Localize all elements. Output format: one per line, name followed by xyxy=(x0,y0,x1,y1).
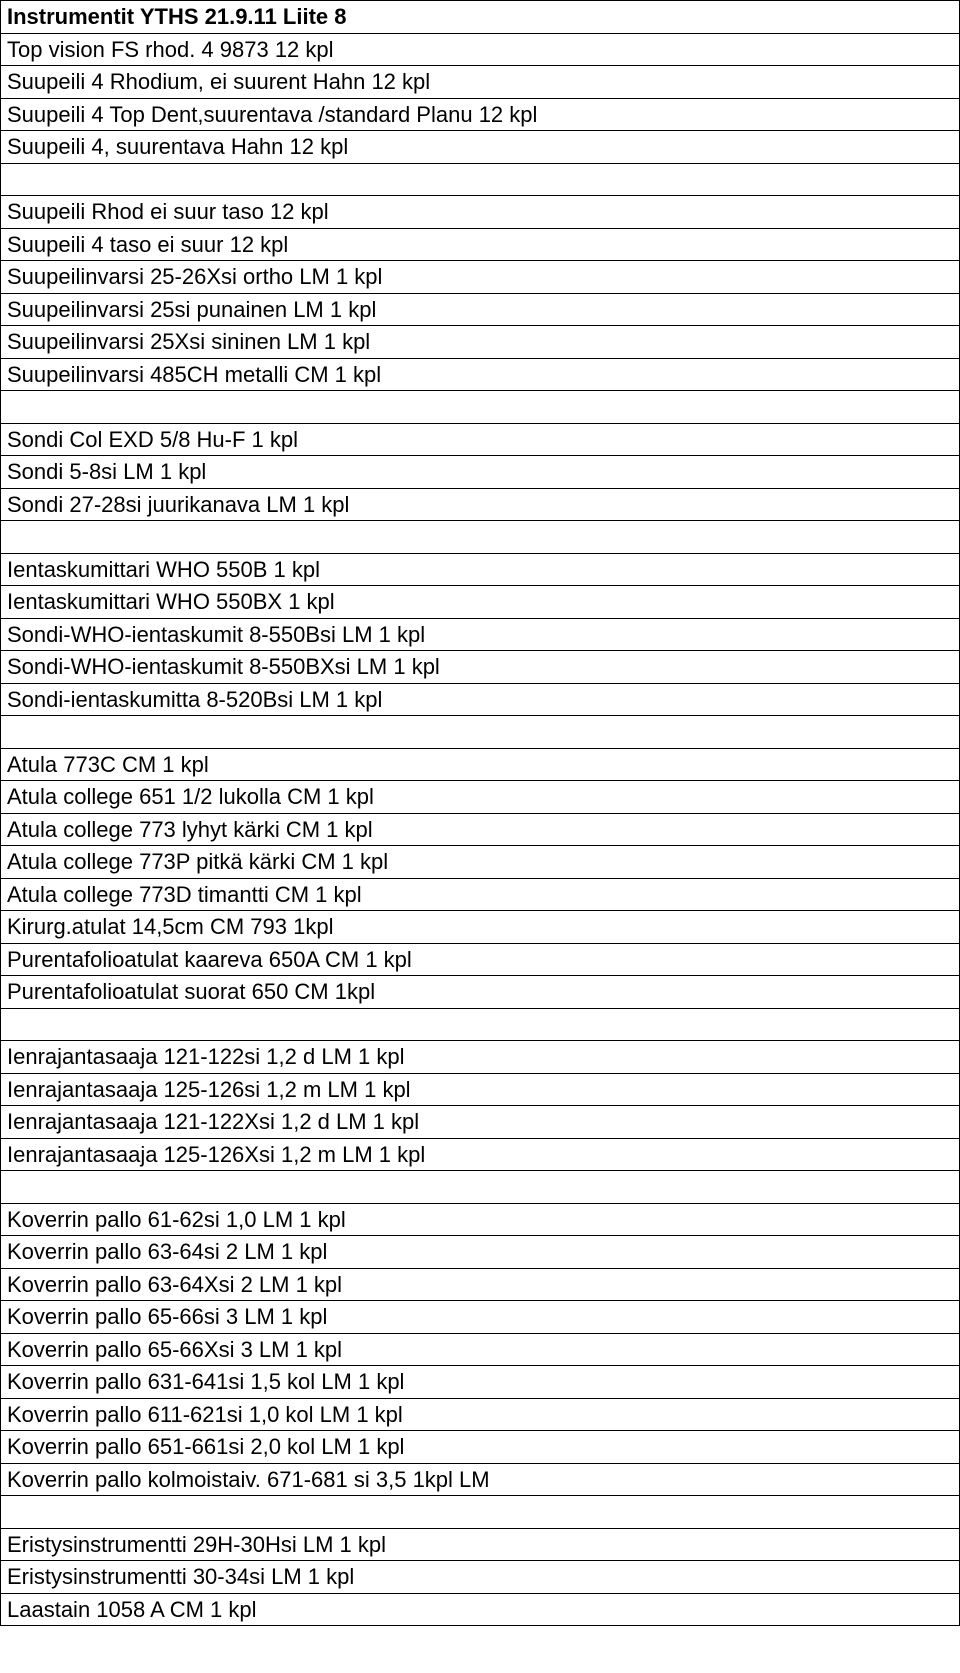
table-row: Ientaskumittari WHO 550B 1 kpl xyxy=(1,553,960,586)
table-row: Sondi-WHO-ientaskumit 8-550BXsi LM 1 kpl xyxy=(1,651,960,684)
table-row: Top vision FS rhod. 4 9873 12 kpl xyxy=(1,33,960,66)
table-row: Atula college 773P pitkä kärki CM 1 kpl xyxy=(1,846,960,879)
table-row: Eristysinstrumentti 29H-30Hsi LM 1 kpl xyxy=(1,1528,960,1561)
table-row: Koverrin pallo 651-661si 2,0 kol LM 1 kp… xyxy=(1,1431,960,1464)
table-row: Suupeili 4 Rhodium, ei suurent Hahn 12 k… xyxy=(1,66,960,99)
table-row: Suupeili 4, suurentava Hahn 12 kpl xyxy=(1,131,960,164)
doc-title: Instrumentit YTHS 21.9.11 Liite 8 xyxy=(1,1,960,34)
section-spacer xyxy=(1,521,960,554)
instrument-table: Instrumentit YTHS 21.9.11 Liite 8Top vis… xyxy=(0,0,960,1626)
table-row: Suupeilinvarsi 485CH metalli CM 1 kpl xyxy=(1,358,960,391)
table-row: Suupeilinvarsi 25si punainen LM 1 kpl xyxy=(1,293,960,326)
table-row: Suupeilinvarsi 25Xsi sininen LM 1 kpl xyxy=(1,326,960,359)
table-row: Suupeili 4 Top Dent,suurentava /standard… xyxy=(1,98,960,131)
table-row: Koverrin pallo 65-66si 3 LM 1 kpl xyxy=(1,1301,960,1334)
table-row: Atula 773C CM 1 kpl xyxy=(1,748,960,781)
table-row: Sondi-ientaskumitta 8-520Bsi LM 1 kpl xyxy=(1,683,960,716)
table-row: Purentafolioatulat kaareva 650A CM 1 kpl xyxy=(1,943,960,976)
table-row: Koverrin pallo 631-641si 1,5 kol LM 1 kp… xyxy=(1,1366,960,1399)
section-spacer xyxy=(1,1496,960,1529)
table-row: Sondi 5-8si LM 1 kpl xyxy=(1,456,960,489)
table-row: Sondi 27-28si juurikanava LM 1 kpl xyxy=(1,488,960,521)
section-spacer xyxy=(1,716,960,749)
table-row: Ientaskumittari WHO 550BX 1 kpl xyxy=(1,586,960,619)
table-row: Koverrin pallo 63-64Xsi 2 LM 1 kpl xyxy=(1,1268,960,1301)
table-row: Koverrin pallo 61-62si 1,0 LM 1 kpl xyxy=(1,1203,960,1236)
table-row: Ienrajantasaaja 125-126si 1,2 m LM 1 kpl xyxy=(1,1073,960,1106)
table-row: Purentafolioatulat suorat 650 CM 1kpl xyxy=(1,976,960,1009)
document-root: Instrumentit YTHS 21.9.11 Liite 8Top vis… xyxy=(0,0,960,1626)
table-row: Atula college 773D timantti CM 1 kpl xyxy=(1,878,960,911)
table-row: Suupeili Rhod ei suur taso 12 kpl xyxy=(1,196,960,229)
table-row: Ienrajantasaaja 121-122si 1,2 d LM 1 kpl xyxy=(1,1041,960,1074)
table-row: Suupeili 4 taso ei suur 12 kpl xyxy=(1,228,960,261)
table-row: Sondi-WHO-ientaskumit 8-550Bsi LM 1 kpl xyxy=(1,618,960,651)
table-row: Koverrin pallo 63-64si 2 LM 1 kpl xyxy=(1,1236,960,1269)
table-row: Eristysinstrumentti 30-34si LM 1 kpl xyxy=(1,1561,960,1594)
table-row: Laastain 1058 A CM 1 kpl xyxy=(1,1593,960,1626)
table-row: Sondi Col EXD 5/8 Hu-F 1 kpl xyxy=(1,423,960,456)
table-row: Kirurg.atulat 14,5cm CM 793 1kpl xyxy=(1,911,960,944)
table-row: Koverrin pallo kolmoistaiv. 671-681 si 3… xyxy=(1,1463,960,1496)
table-row: Atula college 773 lyhyt kärki CM 1 kpl xyxy=(1,813,960,846)
table-row: Ienrajantasaaja 125-126Xsi 1,2 m LM 1 kp… xyxy=(1,1138,960,1171)
section-spacer xyxy=(1,1008,960,1041)
table-row: Koverrin pallo 65-66Xsi 3 LM 1 kpl xyxy=(1,1333,960,1366)
table-row: Ienrajantasaaja 121-122Xsi 1,2 d LM 1 kp… xyxy=(1,1106,960,1139)
section-spacer xyxy=(1,163,960,196)
table-row: Atula college 651 1/2 lukolla CM 1 kpl xyxy=(1,781,960,814)
section-spacer xyxy=(1,391,960,424)
table-row: Suupeilinvarsi 25-26Xsi ortho LM 1 kpl xyxy=(1,261,960,294)
section-spacer xyxy=(1,1171,960,1204)
table-row: Koverrin pallo 611-621si 1,0 kol LM 1 kp… xyxy=(1,1398,960,1431)
